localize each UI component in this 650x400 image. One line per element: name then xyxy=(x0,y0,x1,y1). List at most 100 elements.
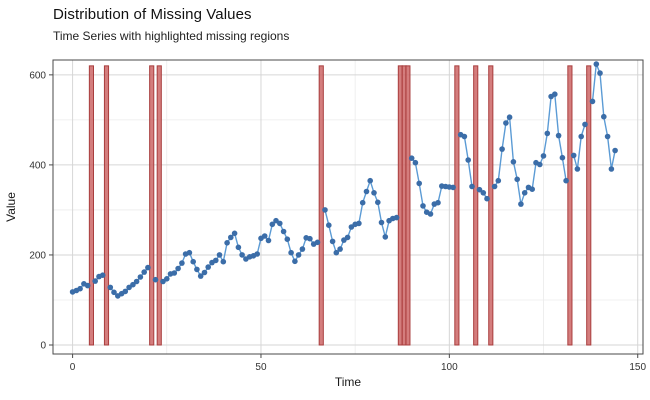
data-point xyxy=(269,221,276,228)
data-point xyxy=(190,258,196,265)
data-point xyxy=(375,199,381,206)
chart-title: Distribution of Missing Values xyxy=(53,6,252,23)
missing-region-bar xyxy=(488,65,494,346)
data-point xyxy=(145,264,151,271)
data-point xyxy=(495,177,502,184)
data-point xyxy=(337,246,343,252)
x-tick-label: 150 xyxy=(629,362,646,373)
missing-region-bar xyxy=(586,65,592,346)
data-point xyxy=(152,276,159,283)
panel-background xyxy=(53,60,643,354)
y-tick-label: 400 xyxy=(29,160,46,171)
missing-region-bar xyxy=(318,65,324,346)
y-tick-label: 200 xyxy=(29,250,46,261)
data-point xyxy=(601,113,607,120)
data-point xyxy=(179,260,185,266)
data-point xyxy=(133,278,140,285)
data-point xyxy=(578,133,584,140)
data-point xyxy=(239,252,245,258)
data-point xyxy=(506,114,513,120)
data-point xyxy=(261,233,268,239)
data-point xyxy=(555,132,562,139)
data-point xyxy=(412,159,419,166)
data-point xyxy=(254,251,260,257)
data-point xyxy=(480,190,487,196)
data-point xyxy=(344,234,351,241)
data-point xyxy=(378,219,385,226)
data-point xyxy=(476,186,483,193)
data-point xyxy=(265,237,272,244)
x-axis-title: Time xyxy=(335,375,362,389)
y-axis-title: Value xyxy=(4,192,18,222)
data-point xyxy=(529,186,535,192)
y-tick-label: 600 xyxy=(29,70,46,81)
data-point xyxy=(216,252,223,258)
data-point xyxy=(231,230,238,237)
data-point xyxy=(491,183,498,190)
y-tick-label: 0 xyxy=(40,340,46,351)
data-point xyxy=(435,199,441,206)
data-point xyxy=(171,270,178,276)
data-point xyxy=(99,272,106,279)
data-point xyxy=(589,98,596,105)
data-point xyxy=(510,159,517,165)
data-point xyxy=(164,276,170,282)
data-point xyxy=(359,199,366,206)
data-point xyxy=(295,252,302,258)
data-point xyxy=(563,177,569,184)
data-point xyxy=(427,211,434,217)
data-point xyxy=(111,289,117,296)
data-point xyxy=(518,201,524,207)
data-point xyxy=(224,240,230,246)
data-point xyxy=(408,155,415,161)
data-point xyxy=(228,234,234,241)
data-point xyxy=(604,133,611,140)
data-point xyxy=(465,157,472,163)
data-point xyxy=(322,207,328,213)
data-point xyxy=(393,214,400,221)
data-point xyxy=(141,269,147,275)
data-point xyxy=(201,269,208,276)
data-point xyxy=(137,274,144,280)
data-point xyxy=(333,249,340,256)
data-point xyxy=(292,258,298,265)
data-point xyxy=(514,176,520,183)
data-point xyxy=(570,152,577,159)
data-point xyxy=(277,220,283,227)
data-point xyxy=(235,244,242,251)
data-point xyxy=(371,190,377,196)
missing-region-bar xyxy=(473,65,479,346)
data-point xyxy=(461,133,468,140)
data-point xyxy=(356,220,362,227)
missing-region-bar xyxy=(103,65,110,346)
data-point xyxy=(307,235,313,242)
data-point xyxy=(197,273,204,279)
data-point xyxy=(329,238,336,245)
data-point xyxy=(416,180,423,187)
data-point xyxy=(544,130,551,137)
data-point xyxy=(382,234,389,240)
chart-subtitle: Time Series with highlighted missing reg… xyxy=(53,29,290,43)
data-point xyxy=(469,183,475,190)
data-point xyxy=(521,190,528,196)
data-point xyxy=(130,281,136,288)
data-point xyxy=(503,120,509,126)
data-point xyxy=(499,146,505,152)
missing-region-bar xyxy=(454,65,460,346)
panel-border xyxy=(52,59,644,355)
data-point xyxy=(280,228,287,235)
missing-region-bar xyxy=(405,65,411,346)
data-point xyxy=(574,166,581,172)
x-tick-label: 100 xyxy=(441,362,458,373)
data-point xyxy=(363,188,370,195)
x-tick-label: 50 xyxy=(255,362,267,373)
data-point xyxy=(537,161,543,168)
data-point xyxy=(608,166,615,172)
data-point xyxy=(175,265,181,272)
data-point xyxy=(284,236,291,242)
data-point xyxy=(420,203,426,209)
x-tick-label: 0 xyxy=(70,362,76,373)
data-point xyxy=(367,177,374,184)
